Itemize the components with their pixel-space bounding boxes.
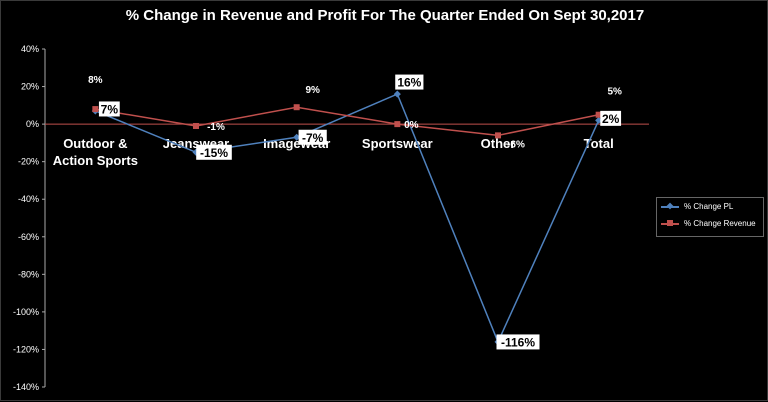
y-tick-label: 40%: [21, 44, 39, 54]
pl-data-label: -7%: [302, 131, 324, 145]
pl-data-label-box: [196, 144, 232, 160]
legend-label-pl: % Change PL: [684, 202, 734, 211]
x-category-label: Sportswear: [362, 136, 433, 151]
y-tick-label: -140%: [13, 382, 39, 392]
pl-data-label: -15%: [200, 146, 228, 160]
pl-data-label-box: [395, 74, 424, 90]
y-tick-label: -100%: [13, 307, 39, 317]
pl-data-label-box: [496, 334, 540, 350]
series-revenue-point: [193, 122, 199, 129]
revenue-data-label: -1%: [207, 122, 225, 133]
pl-data-label: 7%: [101, 102, 119, 116]
y-tick-label: 0%: [26, 119, 39, 129]
y-tick-label: -60%: [18, 232, 39, 242]
series-revenue-point: [595, 111, 602, 118]
legend-item-pl: % Change PL: [657, 198, 763, 215]
x-category-label: Total: [584, 136, 614, 151]
legend-label-revenue: % Change Revenue: [684, 219, 756, 228]
revenue-data-label: 5%: [607, 87, 622, 98]
revenue-data-label: 9%: [305, 85, 320, 96]
pl-data-label-box: [298, 129, 327, 145]
series-revenue-point: [495, 132, 501, 139]
series-revenue-point: [394, 121, 401, 128]
series-revenue-point: [92, 106, 99, 113]
series-pl-point: [293, 133, 301, 141]
x-category-label: Other: [481, 136, 516, 151]
series-pl-point: [393, 90, 401, 98]
series-pl-line: [95, 93, 600, 344]
pl-data-label: 16%: [397, 76, 421, 90]
y-tick-label: -20%: [18, 157, 39, 167]
y-tick-label: 20%: [21, 82, 39, 92]
y-tick-label: -120%: [13, 344, 39, 354]
pl-data-label-box: [98, 101, 120, 117]
chart-legend: % Change PL % Change Revenue: [656, 197, 764, 237]
y-tick-label: -80%: [18, 269, 39, 279]
x-category-label: Outdoor & Action Sports: [53, 136, 138, 168]
pl-data-label: -116%: [501, 335, 535, 349]
pl-data-label-box: [600, 110, 622, 126]
revenue-data-label: 8%: [88, 75, 103, 86]
revenue-data-label: 0%: [404, 120, 419, 131]
pl-data-label: 2%: [602, 112, 620, 126]
revenue-data-label: -6%: [507, 139, 525, 150]
series-revenue-line: [95, 106, 599, 137]
y-tick-label: -40%: [18, 194, 39, 204]
legend-item-revenue: % Change Revenue: [657, 215, 763, 232]
chart-title: % Change in Revenue and Profit For The Q…: [125, 7, 645, 24]
series-revenue-point: [293, 104, 300, 111]
